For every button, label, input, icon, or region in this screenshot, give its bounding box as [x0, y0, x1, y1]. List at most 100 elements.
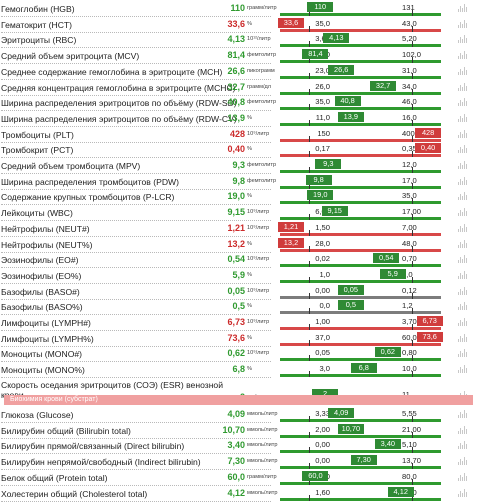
value-marker: 0,40 [415, 143, 442, 154]
reference-high: 5,20 [402, 34, 417, 44]
reference-low: 28,0 [315, 238, 330, 248]
history-chart-icon[interactable] [458, 239, 468, 248]
reference-low: 0,02 [315, 254, 330, 264]
history-chart-icon[interactable] [458, 457, 468, 466]
reference-scale-bar [280, 91, 441, 95]
result-row: Лимфоциты (LYMPH%) 73,6% 37,0 60,0 73,6 [0, 331, 477, 349]
scale-tick [412, 198, 414, 205]
reference-high: 7,00 [402, 222, 417, 232]
result-row: Эозинофилы (EO#) 0,54 10⁹/литр 0,02 0,70 0,54 [0, 252, 477, 270]
reference-high: 131 [402, 3, 415, 12]
history-chart-icon[interactable] [458, 488, 468, 497]
value-marker: 26,6 [328, 64, 355, 75]
result-row: Нейтрофилы (NEUT%) 13,2% 28,0 48,0 13,2 [0, 237, 477, 255]
history-chart-icon[interactable] [458, 270, 468, 279]
test-value: 60,0 [227, 471, 245, 482]
history-chart-icon[interactable] [458, 425, 468, 434]
history-chart-icon[interactable] [458, 223, 468, 232]
scale-tick [412, 494, 414, 501]
history-chart-icon[interactable] [458, 82, 468, 91]
history-chart-icon[interactable] [458, 318, 468, 326]
result-row: Моноциты (MONO#) 0,62 10⁹/литр 0,05 0,80 0,62 [0, 346, 477, 364]
history-chart-icon[interactable] [458, 4, 468, 12]
test-value: 7,30 [227, 456, 245, 467]
history-chart-icon[interactable] [458, 349, 468, 358]
value-marker: 0,62 [374, 347, 401, 358]
history-chart-icon[interactable] [458, 66, 468, 75]
test-unit: фемтолитр [247, 52, 277, 59]
scale-tick [412, 135, 414, 142]
history-chart-icon[interactable] [458, 176, 468, 185]
reference-low: 35,0 [315, 97, 330, 107]
reference-high: 11 [402, 390, 428, 399]
result-row: Ширина распределения эритроцитов по объё… [0, 95, 477, 113]
history-chart-icon[interactable] [458, 410, 468, 418]
test-name: Глюкоза (Glucose) [1, 410, 271, 423]
reference-low: 3,60 [304, 34, 330, 43]
value-marker: 3,40 [374, 439, 401, 450]
history-chart-icon[interactable] [458, 51, 468, 60]
scale-tick [412, 151, 414, 158]
history-chart-icon[interactable] [458, 365, 468, 374]
reference-high: 3,70 [402, 317, 417, 326]
result-row: Гематокрит (HCT) 33,6% 35,0 43,0 33,6 [0, 17, 477, 35]
reference-scale-bar [280, 185, 441, 189]
value-marker: 32,7 [370, 80, 397, 91]
test-unit: ммоль/литр [247, 426, 278, 433]
test-unit: 10⁹/литр [247, 256, 270, 263]
scale-tick [308, 478, 310, 485]
history-chart-icon[interactable] [458, 286, 468, 295]
reference-low: 0,05 [315, 348, 330, 358]
reference-scale-bar [280, 374, 441, 378]
test-unit: 10⁹/литр [247, 319, 270, 325]
scale-tick [412, 229, 414, 236]
result-row: Средняя концентрация гемоглобина в эритр… [0, 80, 477, 98]
history-chart-icon[interactable] [458, 161, 468, 169]
scale-tick [308, 339, 310, 346]
test-unit: грамм/литр [247, 473, 277, 480]
history-chart-icon[interactable] [458, 208, 468, 217]
scale-tick [308, 292, 310, 299]
reference-scale-bar [280, 75, 441, 79]
reference-scale-bar [280, 264, 441, 268]
test-value: 6,73 [227, 317, 245, 327]
test-unit: грамм/дл [247, 83, 272, 90]
scale-tick [412, 276, 414, 283]
test-unit: грамм/литр [247, 5, 277, 11]
value-marker: 0,54 [373, 253, 400, 264]
history-chart-icon[interactable] [458, 98, 468, 107]
reference-high: 35,0 [402, 191, 417, 201]
test-unit: % [247, 146, 252, 153]
reference-high: 17,00 [402, 207, 422, 217]
scale-tick [412, 104, 414, 111]
reference-high: 34,0 [402, 81, 417, 91]
test-name: Содержание крупных тромбоцитов (P-LCR) [1, 192, 271, 206]
history-chart-icon[interactable] [458, 441, 468, 450]
test-unit: фемтолитр [247, 177, 277, 184]
test-name: Тромбокрит (PCT) [1, 145, 271, 159]
history-chart-icon[interactable] [458, 129, 468, 138]
history-chart-icon[interactable] [458, 35, 468, 44]
history-chart-icon[interactable] [458, 145, 468, 154]
history-chart-icon[interactable] [458, 472, 468, 481]
reference-scale-bar [280, 279, 441, 283]
test-name: Белок общий (Protein total) [1, 473, 271, 486]
history-chart-icon[interactable] [458, 19, 468, 28]
value-marker: 1,21 [278, 221, 304, 232]
history-chart-icon[interactable] [458, 113, 468, 122]
scale-tick [308, 88, 310, 95]
test-value: 6,8 [232, 364, 245, 375]
scale-tick [308, 72, 310, 79]
history-chart-icon[interactable] [458, 302, 468, 311]
test-value: 0,62 [227, 348, 245, 359]
value-marker: 0,05 [337, 284, 364, 295]
scale-tick [308, 463, 310, 470]
value-marker: 33,6 [278, 17, 304, 28]
history-chart-icon[interactable] [458, 255, 468, 264]
history-chart-icon[interactable] [458, 333, 468, 342]
scale-tick [308, 10, 310, 16]
reference-high: 0,12 [402, 285, 417, 295]
history-chart-icon[interactable] [458, 192, 468, 201]
reference-low: 2,00 [315, 424, 330, 434]
